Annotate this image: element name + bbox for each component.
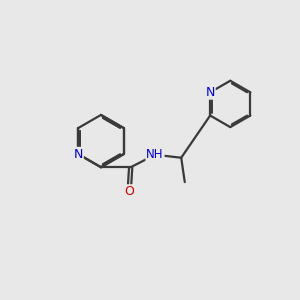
Text: N: N [206, 86, 215, 99]
Text: O: O [124, 185, 134, 198]
Text: NH: NH [146, 148, 164, 161]
Text: N: N [74, 148, 83, 161]
